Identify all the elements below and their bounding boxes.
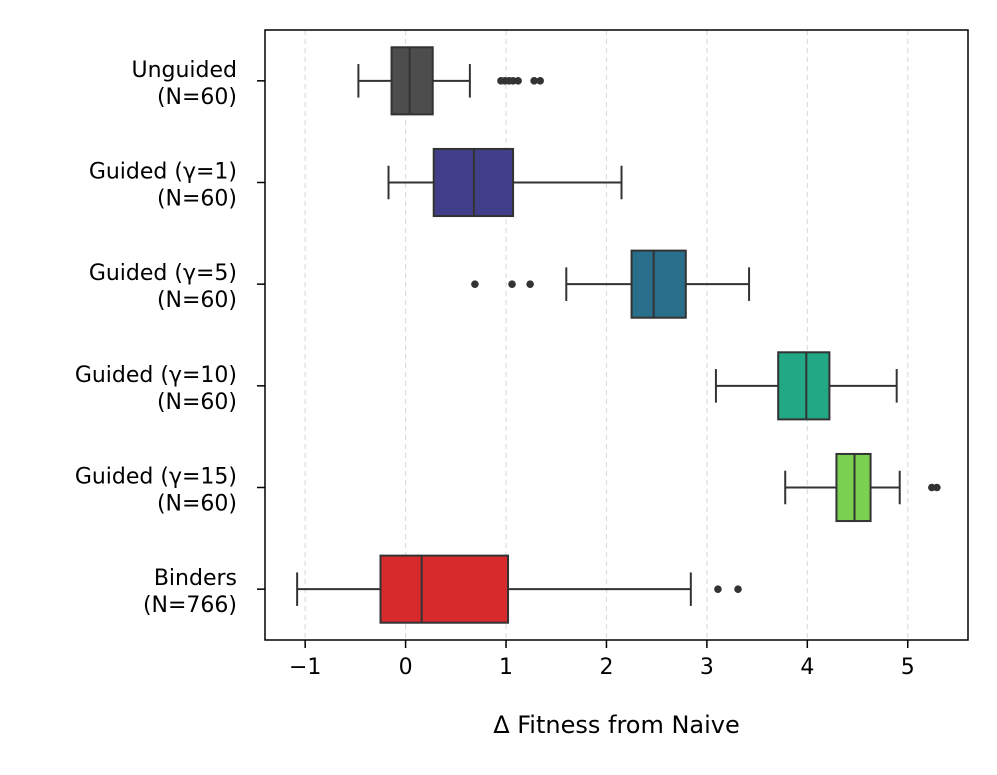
outlier-point [530,77,538,85]
category-label-line1: Guided (γ=5) [89,261,237,286]
box-group [471,249,751,319]
box-group [784,452,941,523]
iqr-box [630,249,687,319]
box-group [357,46,544,116]
category-label-line2: (N=60) [157,492,237,517]
x-tick-label: 0 [399,655,413,680]
category-label-line2: (N=766) [143,593,237,618]
box-group [714,351,898,421]
outlier-point [734,585,742,593]
category-label-line1: Guided (γ=10) [75,363,237,388]
category-label-line2: (N=60) [157,85,237,110]
y-axis-ticks: Unguided(N=60)Guided (γ=1)(N=60)Guided (… [75,58,265,618]
outlier-point [714,585,722,593]
category-label-line2: (N=60) [157,288,237,313]
iqr-box [835,452,872,523]
category-label-line1: Unguided [131,58,237,83]
iqr-box [777,351,831,421]
x-tick-label: −1 [289,655,321,680]
x-tick-label: 1 [499,655,513,680]
x-tick-label: 3 [700,655,714,680]
outlier-point [471,280,479,288]
outlier-point [514,77,522,85]
outlier-point [536,77,544,85]
x-axis-title: Δ Fitness from Naive [493,711,740,739]
x-axis-ticks: −1 0 1 2 3 4 5 [289,640,915,680]
plot-frame [264,29,969,641]
iqr-box [379,554,510,624]
box-series [296,46,941,624]
box-group [296,554,742,624]
iqr-box [390,46,434,116]
category-label-line1: Binders [154,566,237,591]
category-label-line2: (N=60) [157,390,237,415]
category-label-line1: Guided (γ=15) [75,465,237,490]
box-group [387,147,623,218]
category-label-line1: Guided (γ=1) [89,160,237,185]
x-tick-label: 2 [599,655,613,680]
outlier-point [933,483,941,492]
outlier-point [508,280,516,288]
x-tick-label: 5 [901,655,915,680]
category-label-line2: (N=60) [157,187,237,212]
outlier-point [526,280,534,288]
grid-lines [304,30,909,640]
x-tick-label: 4 [800,655,814,680]
